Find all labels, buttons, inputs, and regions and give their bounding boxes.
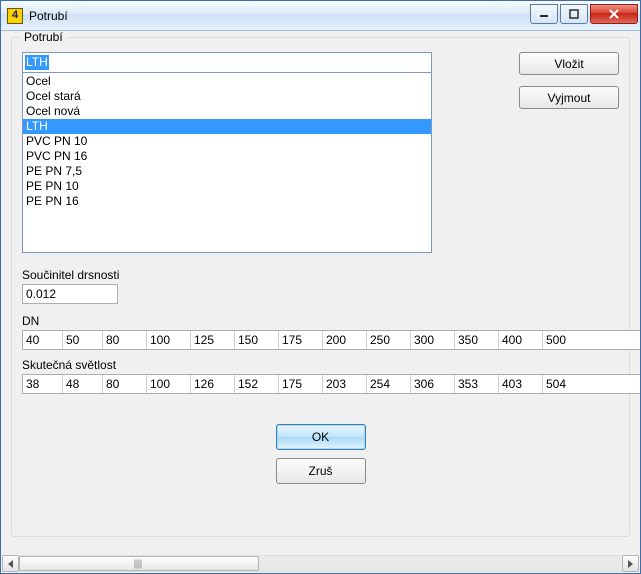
- clear-cell[interactable]: 504: [543, 375, 587, 393]
- list-item[interactable]: PE PN 7,5: [23, 164, 431, 179]
- dn-cell[interactable]: 300: [411, 331, 455, 349]
- dn-row[interactable]: 405080100125150175200250300350400500: [22, 330, 640, 350]
- scroll-track[interactable]: [19, 555, 622, 572]
- combo-selection: LTH: [25, 55, 49, 70]
- clear-cell[interactable]: 306: [411, 375, 455, 393]
- dn-cell[interactable]: 250: [367, 331, 411, 349]
- dn-cell[interactable]: 400: [499, 331, 543, 349]
- clear-cell[interactable]: 353: [455, 375, 499, 393]
- remove-button[interactable]: Vyjmout: [519, 86, 619, 109]
- dn-cell[interactable]: 100: [147, 331, 191, 349]
- grip-icon: [135, 559, 144, 568]
- chevron-right-icon: [628, 560, 633, 568]
- list-item[interactable]: Ocel: [23, 74, 431, 89]
- dn-cell[interactable]: 175: [279, 331, 323, 349]
- titlebar[interactable]: 4 Potrubí: [1, 1, 640, 31]
- dn-cell[interactable]: 200: [323, 331, 367, 349]
- pipe-combo[interactable]: LTH: [22, 52, 432, 73]
- clear-cell[interactable]: 203: [323, 375, 367, 393]
- clear-cell[interactable]: 254: [367, 375, 411, 393]
- client-area: Potrubí LTH OcelOcel staráOcel nováLTHPV…: [1, 31, 640, 573]
- clear-cell[interactable]: 80: [103, 375, 147, 393]
- clear-cell[interactable]: 38: [23, 375, 63, 393]
- list-item[interactable]: PVC PN 10: [23, 134, 431, 149]
- app-icon: 4: [7, 8, 23, 24]
- clear-cell[interactable]: 403: [499, 375, 543, 393]
- close-icon: [608, 9, 620, 19]
- dn-cell[interactable]: 80: [103, 331, 147, 349]
- maximize-icon: [569, 9, 579, 19]
- dn-cell[interactable]: 40: [23, 331, 63, 349]
- dn-cell[interactable]: 125: [191, 331, 235, 349]
- dn-cell[interactable]: 350: [455, 331, 499, 349]
- list-item[interactable]: Ocel nová: [23, 104, 431, 119]
- groupbox-potrubi: Potrubí LTH OcelOcel staráOcel nováLTHPV…: [11, 37, 630, 537]
- dn-cell[interactable]: 500: [543, 331, 587, 349]
- dn-cell[interactable]: 150: [235, 331, 279, 349]
- clear-cell[interactable]: 48: [63, 375, 103, 393]
- insert-button[interactable]: Vložit: [519, 52, 619, 75]
- groupbox-legend: Potrubí: [20, 31, 67, 44]
- list-item[interactable]: PE PN 10: [23, 179, 431, 194]
- list-item[interactable]: PE PN 16: [23, 194, 431, 209]
- scroll-left-button[interactable]: [2, 555, 19, 572]
- scroll-right-button[interactable]: [622, 555, 639, 572]
- groupbox-content: LTH OcelOcel staráOcel nováLTHPVC PN 10P…: [22, 52, 619, 526]
- clear-cell[interactable]: 100: [147, 375, 191, 393]
- scroll-thumb[interactable]: [19, 556, 259, 571]
- maximize-button[interactable]: [560, 4, 588, 24]
- clear-row[interactable]: 384880100126152175203254306353403504: [22, 374, 640, 394]
- dn-cell[interactable]: 50: [63, 331, 103, 349]
- dn-label: DN: [22, 314, 39, 328]
- pipe-listbox[interactable]: OcelOcel staráOcel nováLTHPVC PN 10PVC P…: [22, 73, 432, 253]
- clear-cell[interactable]: 126: [191, 375, 235, 393]
- list-item[interactable]: Ocel stará: [23, 89, 431, 104]
- close-button[interactable]: [590, 4, 638, 24]
- roughness-label: Součinitel drsnosti: [22, 268, 119, 282]
- horizontal-scrollbar[interactable]: [2, 555, 639, 572]
- window-title: Potrubí: [29, 9, 68, 23]
- list-item[interactable]: PVC PN 16: [23, 149, 431, 164]
- chevron-left-icon: [8, 560, 13, 568]
- cancel-button[interactable]: Zruš: [276, 458, 366, 484]
- roughness-input[interactable]: 0.012: [22, 284, 118, 304]
- minimize-icon: [539, 9, 549, 19]
- clear-label: Skutečná světlost: [22, 358, 116, 372]
- ok-button[interactable]: OK: [276, 424, 366, 450]
- minimize-button[interactable]: [530, 4, 558, 24]
- window: 4 Potrubí Potrubí LTH OcelOcel staráOcel…: [0, 0, 641, 574]
- clear-cell[interactable]: 175: [279, 375, 323, 393]
- clear-cell[interactable]: 152: [235, 375, 279, 393]
- list-item[interactable]: LTH: [23, 119, 431, 134]
- window-controls: [530, 4, 638, 24]
